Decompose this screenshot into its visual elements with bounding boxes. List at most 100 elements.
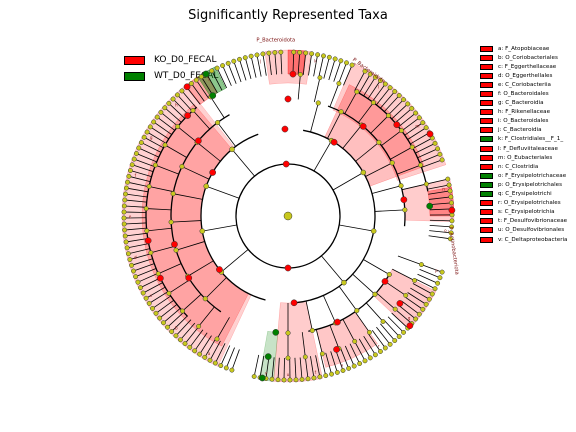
- biomarker-node: [284, 264, 292, 272]
- leaf-branch: [333, 60, 342, 82]
- leaf-branch: [129, 253, 152, 260]
- leaf-branch: [199, 335, 212, 355]
- biomarker-label: s: C_Erysipelotrichia: [498, 209, 555, 216]
- leaf-branch: [417, 148, 438, 159]
- leaf-branch: [380, 323, 396, 341]
- branch: [168, 279, 191, 294]
- biomarker-swatch: [480, 191, 493, 198]
- biomarker-label: m: O_Eubacteriales: [498, 154, 553, 161]
- branch: [164, 144, 187, 158]
- leaf-branch: [181, 90, 197, 108]
- branch: [329, 325, 340, 349]
- leaf-branch: [325, 352, 332, 375]
- leaf-node: [291, 49, 297, 55]
- branch: [155, 164, 179, 175]
- branch: [397, 255, 422, 265]
- leaf-branch: [124, 199, 147, 203]
- leaf-node: [338, 58, 344, 64]
- branch: [352, 273, 376, 295]
- node: [336, 80, 342, 86]
- leaf-node: [151, 119, 157, 125]
- biomarker-label: a: F_Atopobiaceae: [498, 45, 550, 52]
- branch: [370, 115, 389, 134]
- leaf-branch: [216, 67, 228, 89]
- leaf-node: [121, 203, 127, 209]
- sector-key: a: [208, 351, 211, 356]
- leaf-node: [293, 377, 299, 383]
- leaf-node: [123, 185, 129, 191]
- biomarker-node: [448, 206, 456, 214]
- leaf-node: [237, 56, 242, 62]
- biomarker-swatch: [480, 91, 493, 98]
- node: [309, 327, 315, 333]
- node: [423, 181, 429, 187]
- leaf-node: [229, 367, 235, 373]
- leaf-branch: [387, 99, 404, 116]
- leaf-node: [372, 352, 378, 358]
- biomarker-node: [202, 70, 210, 78]
- leaf-branch: [206, 73, 218, 93]
- leaf-branch: [152, 295, 171, 309]
- leaf-branch: [292, 52, 295, 75]
- leaf-branch: [283, 357, 285, 380]
- leaf-branch: [320, 354, 327, 376]
- sector-key: s: [341, 362, 343, 367]
- leaf-node: [326, 54, 332, 60]
- leaf-branch: [124, 211, 147, 213]
- branch: [206, 185, 240, 199]
- leaf-branch: [367, 80, 381, 99]
- biomarker-node: [359, 123, 367, 130]
- leaf-node: [432, 140, 438, 146]
- biomarker-swatch: [480, 109, 493, 116]
- leaf-node: [362, 358, 368, 364]
- leaf-branch: [141, 142, 162, 153]
- leaf-node: [272, 50, 278, 55]
- node: [175, 124, 181, 130]
- leaf-branch: [335, 349, 344, 371]
- ring-arc: [358, 92, 429, 192]
- biomarker-entry: a: F_Atopobiaceae: [480, 44, 567, 53]
- leaf-node: [303, 50, 309, 56]
- leaf-node: [446, 182, 452, 188]
- biomarker-node: [264, 353, 272, 360]
- biomarker-node: [258, 374, 266, 382]
- leaf-branch: [271, 357, 275, 380]
- node: [162, 142, 168, 148]
- leaf-branch: [299, 357, 303, 380]
- leaf-node: [144, 129, 150, 135]
- leaf-node: [161, 320, 166, 326]
- leaf-branch: [127, 181, 150, 188]
- leaf-node: [122, 227, 128, 233]
- leaf-branch: [194, 332, 208, 352]
- leaf-node: [135, 279, 141, 285]
- sector-key: l: [378, 85, 379, 90]
- node: [380, 319, 386, 324]
- leaf-branch: [227, 63, 237, 84]
- leaf-branch: [167, 312, 184, 328]
- biomarker-label: i: O_Bacteroidales: [498, 118, 549, 125]
- leaf-node: [317, 374, 323, 380]
- leaf-branch: [132, 164, 154, 173]
- leaf-node: [275, 377, 281, 383]
- leaf-node: [401, 97, 407, 103]
- biomarker-node: [426, 202, 434, 210]
- leaf-branch: [410, 132, 430, 145]
- leaf-node: [170, 96, 176, 102]
- node: [402, 207, 408, 213]
- leaf-node: [153, 310, 159, 316]
- leaf-branch: [340, 347, 350, 369]
- leaf-node: [448, 230, 454, 236]
- biomarker-label: k: F_Clostridiales__F_1_: [498, 136, 564, 143]
- leaf-node: [377, 78, 383, 83]
- leaf-node: [123, 191, 128, 197]
- leaf-branch: [387, 316, 404, 333]
- biomarker-node: [195, 137, 202, 145]
- leaf-node: [278, 49, 284, 55]
- branch: [221, 249, 249, 273]
- biomarker-label: j: C_Bacteroidia: [498, 127, 542, 134]
- leaf-node: [287, 377, 293, 383]
- branch: [313, 140, 332, 172]
- leaf-node: [220, 63, 226, 69]
- leaf-branch: [343, 64, 353, 86]
- branch: [301, 332, 306, 357]
